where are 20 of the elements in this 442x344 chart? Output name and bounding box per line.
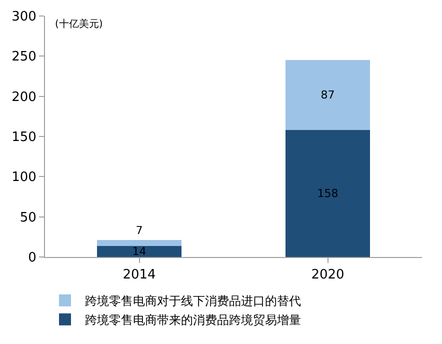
bar: [96, 246, 182, 257]
bar: [96, 240, 182, 246]
y-tick-label: 100: [12, 170, 36, 186]
y-tick-label: 250: [12, 50, 36, 65]
bar: [285, 60, 370, 130]
data-label: 14: [132, 244, 146, 258]
annotation: (十亿美元): [55, 18, 103, 30]
y-tick-label: 0: [28, 250, 36, 266]
y-tick-label: 50: [20, 210, 36, 226]
y-tick-label: 150: [12, 130, 36, 146]
legend-label: 跨境零售电商对于线下消费品进口的替代: [85, 294, 301, 308]
data-label: 87: [320, 88, 335, 102]
data-label: 158: [317, 187, 338, 200]
y-tick-label: 300: [12, 10, 36, 25]
y-tick-label: 200: [12, 90, 36, 105]
x-tick-label: 2020: [311, 268, 344, 283]
legend-label: 跨境零售电商带来的消费品跨境贸易增量: [85, 313, 301, 328]
data-label: 7: [136, 224, 143, 238]
x-tick-label: 2014: [122, 268, 156, 283]
bar: [285, 130, 370, 257]
